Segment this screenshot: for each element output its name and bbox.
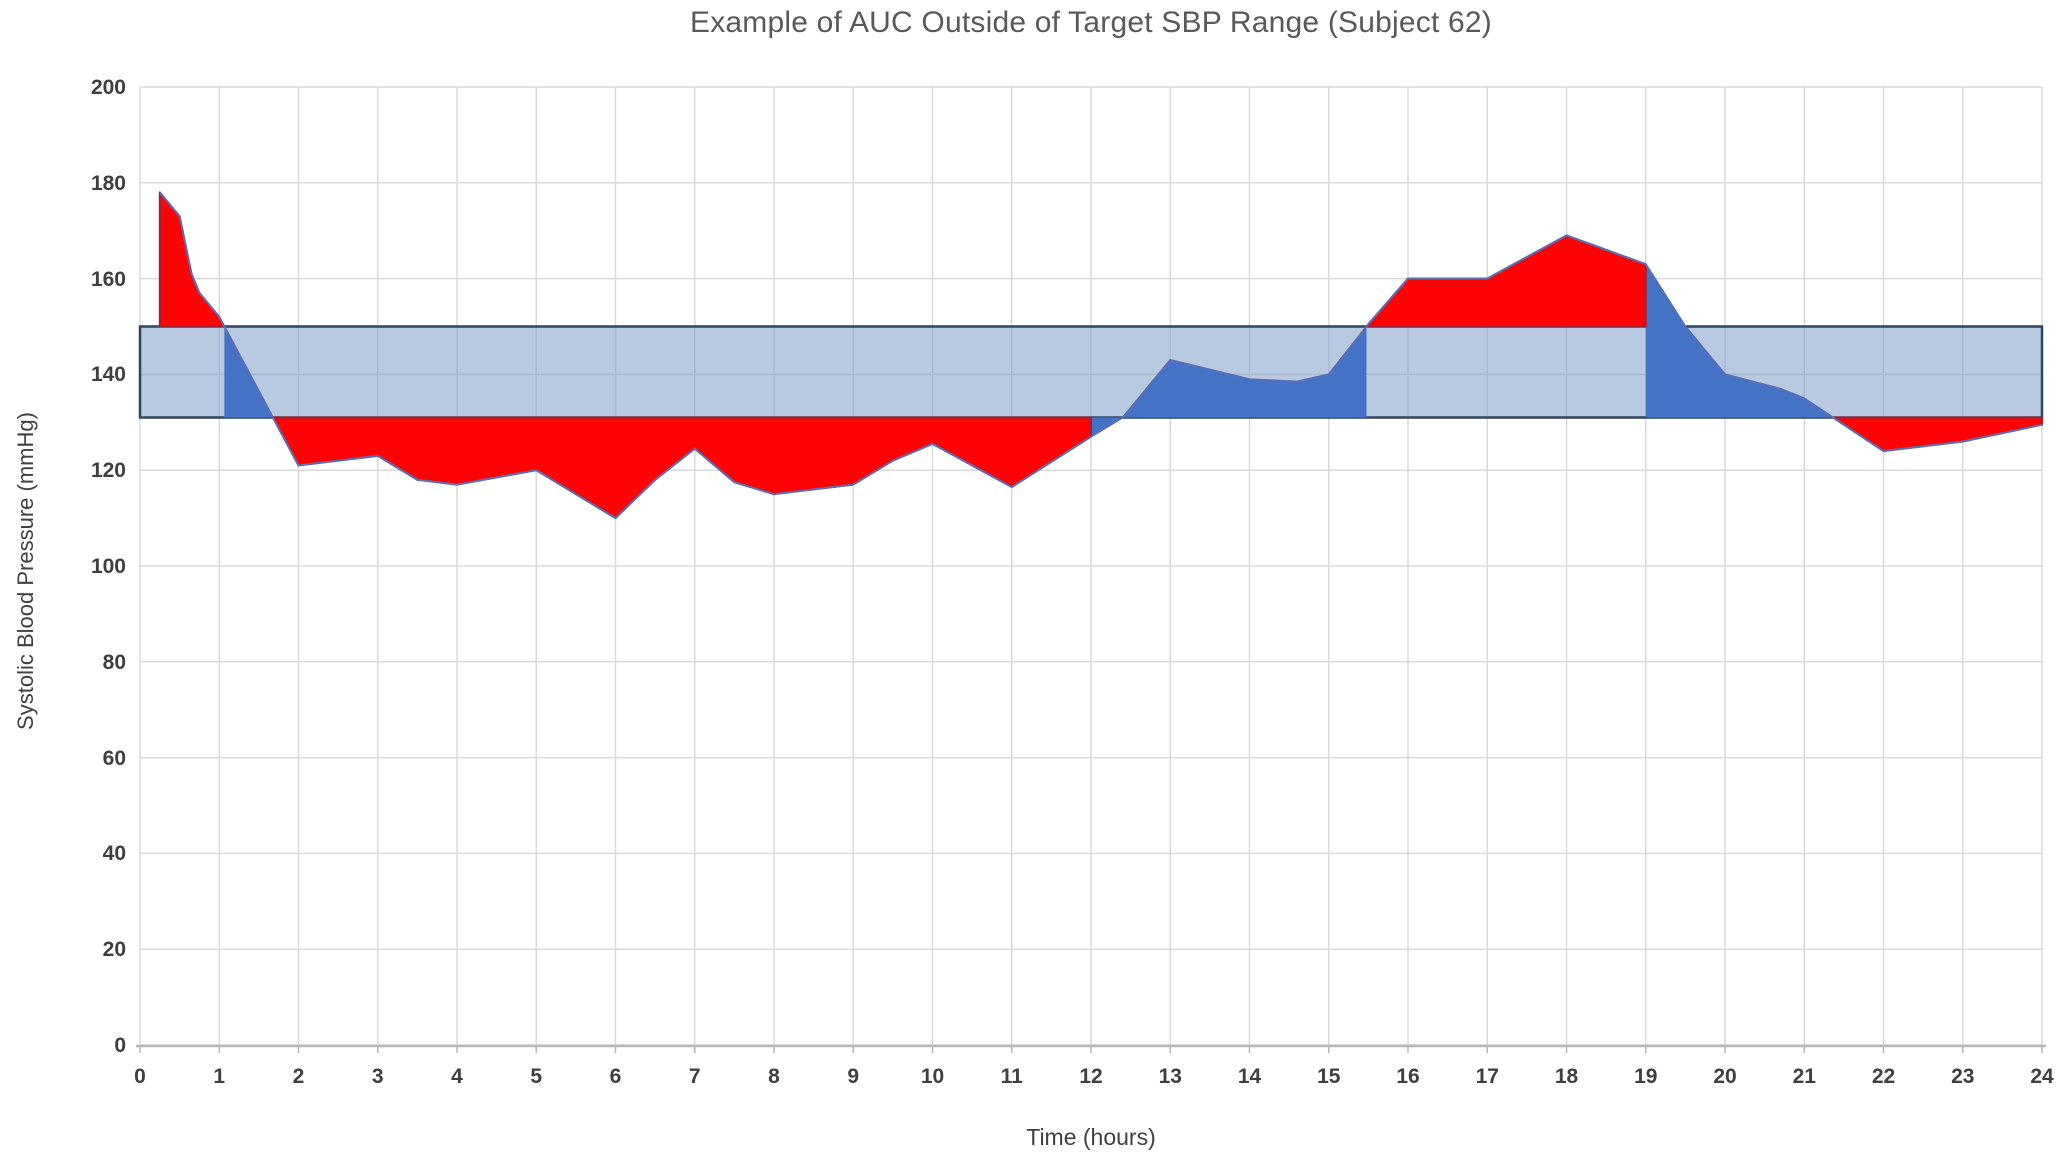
sbp-line <box>159 191 2043 520</box>
y-tick-label: 40 <box>102 842 126 866</box>
x-tick-label: 19 <box>1634 1065 1658 1088</box>
x-tick-label: 3 <box>371 1065 384 1088</box>
x-tick-label: 16 <box>1396 1065 1420 1088</box>
y-tick-label: 160 <box>90 267 126 291</box>
x-tick-label: 10 <box>920 1065 945 1088</box>
gridlines <box>139 86 2043 1046</box>
x-axis <box>136 1044 2046 1053</box>
chart-title: Example of AUC Outside of Target SBP Ran… <box>690 6 1492 39</box>
y-tick-label: 0 <box>114 1034 126 1057</box>
x-tick-label: 7 <box>688 1065 701 1088</box>
y-tick-label: 80 <box>102 650 126 674</box>
x-tick-label: 0 <box>134 1065 146 1088</box>
x-tick-label: 13 <box>1158 1065 1182 1088</box>
y-tick-label: 100 <box>90 555 126 578</box>
x-tick-label: 18 <box>1554 1065 1579 1088</box>
x-tick-label: 14 <box>1237 1065 1262 1088</box>
x-tick-label: 20 <box>1713 1065 1737 1088</box>
x-tick-label: 2 <box>292 1065 305 1088</box>
x-tick-label: 15 <box>1317 1065 1341 1088</box>
x-tick-label: 11 <box>1000 1065 1023 1088</box>
y-tick-label: 180 <box>90 171 126 195</box>
x-tick-label: 22 <box>1871 1065 1896 1088</box>
x-tick-label: 9 <box>847 1065 860 1088</box>
x-tick-label: 6 <box>609 1065 622 1088</box>
y-tick-label: 20 <box>102 938 126 962</box>
x-tick-label: 5 <box>530 1065 543 1088</box>
x-axis-title: Time (hours) <box>1026 1124 1156 1150</box>
y-tick-label: 140 <box>90 363 126 387</box>
y-tick-label: 120 <box>90 459 126 483</box>
x-tick-label: 23 <box>1951 1065 1975 1088</box>
y-tick-label: 60 <box>102 746 126 770</box>
x-tick-label: 4 <box>451 1065 463 1088</box>
x-tick-label: 24 <box>2030 1065 2054 1088</box>
x-tick-label: 17 <box>1475 1065 1499 1088</box>
x-tick-label: 1 <box>213 1065 226 1088</box>
x-tick-label: 21 <box>1792 1065 1816 1088</box>
x-tick-label: 8 <box>768 1065 780 1088</box>
y-tick-label: 200 <box>90 76 126 99</box>
x-tick-label: 12 <box>1079 1065 1103 1088</box>
